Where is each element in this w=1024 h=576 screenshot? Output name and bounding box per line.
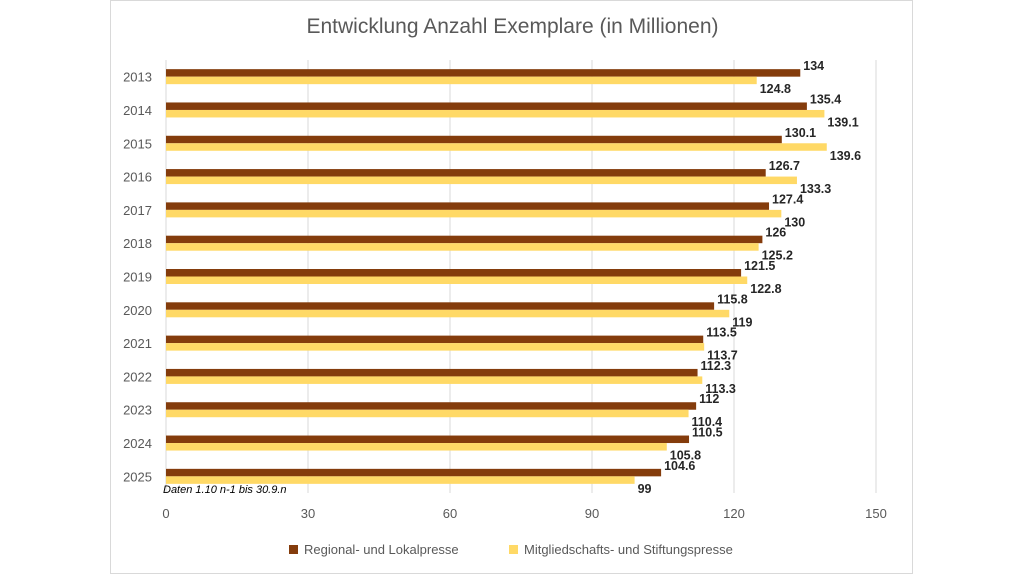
bar-regional (166, 302, 715, 310)
data-label: 122.8 (750, 282, 781, 296)
x-tick-label: 0 (162, 506, 169, 521)
bar-mitgliedschaft (166, 176, 797, 185)
bar-chart: 0 30 60 90 120 150 2013 134 124.8 2014 135.4 139.1 2… (123, 59, 887, 521)
data-label: 134 (803, 59, 824, 73)
data-label: 112 (699, 392, 719, 406)
legend-swatch-mitgliedschaft (509, 545, 518, 554)
data-label: 127.4 (772, 192, 803, 206)
x-tick-label: 120 (723, 506, 745, 521)
bar-mitgliedschaft (166, 443, 667, 451)
bar-regional (166, 468, 662, 477)
y-tick-label: 2021 (123, 336, 152, 351)
y-tick-label: 2014 (123, 103, 152, 118)
y-tick-label: 2023 (123, 403, 152, 418)
y-tick-label: 2022 (123, 369, 152, 384)
bar-regional (166, 335, 704, 344)
chart-frame: Entwicklung Anzahl Exemplare (in Million… (110, 0, 913, 574)
legend-item-regional: Regional- und Lokalpresse (289, 542, 459, 557)
bar-regional (166, 202, 770, 210)
data-label: 124.8 (760, 82, 791, 96)
data-label: 113.7 (707, 349, 738, 363)
y-tick-label: 2025 (123, 469, 152, 484)
y-tick-label: 2024 (123, 436, 152, 451)
legend-label-regional: Regional- und Lokalpresse (304, 542, 459, 557)
bar-mitgliedschaft (166, 209, 782, 218)
bar-mitgliedschaft (166, 109, 825, 118)
data-label: 130 (784, 215, 805, 229)
data-period-note: Daten 1.10 n-1 bis 30.9.n (163, 484, 287, 496)
bar-mitgliedschaft (166, 409, 689, 418)
bar-mitgliedschaft (166, 309, 730, 318)
bar-regional (166, 435, 690, 444)
bar-regional (166, 102, 807, 110)
data-label: 112.3 (701, 359, 732, 373)
y-tick-label: 2015 (123, 136, 152, 151)
bar-mitgliedschaft (166, 376, 703, 384)
bar-regional (166, 402, 697, 410)
data-label: 125.2 (762, 249, 793, 263)
bar-mitgliedschaft (166, 276, 748, 284)
bar-regional (166, 368, 698, 377)
data-label: 126.7 (769, 159, 800, 173)
legend-label-mitgliedschaft: Mitgliedschafts- und Stiftungspresse (524, 542, 733, 557)
data-label: 119 (732, 315, 752, 329)
data-label: 139.6 (830, 149, 861, 163)
legend-item-mitgliedschaft: Mitgliedschafts- und Stiftungspresse (509, 542, 733, 557)
bar-regional (166, 235, 763, 244)
data-label: 105.8 (670, 449, 701, 463)
data-label: 135.4 (810, 92, 841, 106)
data-label: 126 (765, 226, 786, 240)
data-label: 130.1 (785, 126, 816, 140)
bar-regional (166, 135, 782, 144)
x-tick-label: 30 (301, 506, 315, 521)
bar-regional (166, 169, 766, 177)
y-tick-label: 2016 (123, 170, 152, 185)
chart-title: Entwicklung Anzahl Exemplare (in Million… (306, 15, 719, 38)
y-tick-label: 2017 (123, 203, 152, 218)
bar-mitgliedschaft (166, 143, 827, 151)
data-label: 99 (638, 482, 652, 496)
data-label: 115.8 (717, 292, 748, 306)
bar-mitgliedschaft (166, 243, 759, 251)
bar-mitgliedschaft (166, 476, 635, 484)
data-label: 121.5 (744, 259, 775, 273)
bar-mitgliedschaft (166, 76, 757, 85)
y-tick-label: 2019 (123, 270, 152, 285)
y-tick-label: 2020 (123, 303, 152, 318)
bar-regional (166, 69, 801, 77)
data-label: 110.5 (692, 426, 723, 440)
legend-swatch-regional (289, 545, 298, 554)
x-tick-label: 60 (443, 506, 457, 521)
bar-regional (166, 269, 742, 277)
data-label: 133.3 (800, 182, 831, 196)
x-tick-label: 150 (865, 506, 887, 521)
data-label: 113.3 (705, 382, 736, 396)
data-label: 113.5 (706, 326, 737, 340)
y-tick-label: 2018 (123, 236, 152, 251)
bar-mitgliedschaft (166, 343, 705, 351)
x-tick-label: 90 (585, 506, 599, 521)
y-tick-label: 2013 (123, 70, 152, 85)
data-label: 139.1 (827, 115, 858, 129)
data-label: 110.4 (692, 415, 723, 429)
data-label: 104.6 (664, 459, 695, 473)
